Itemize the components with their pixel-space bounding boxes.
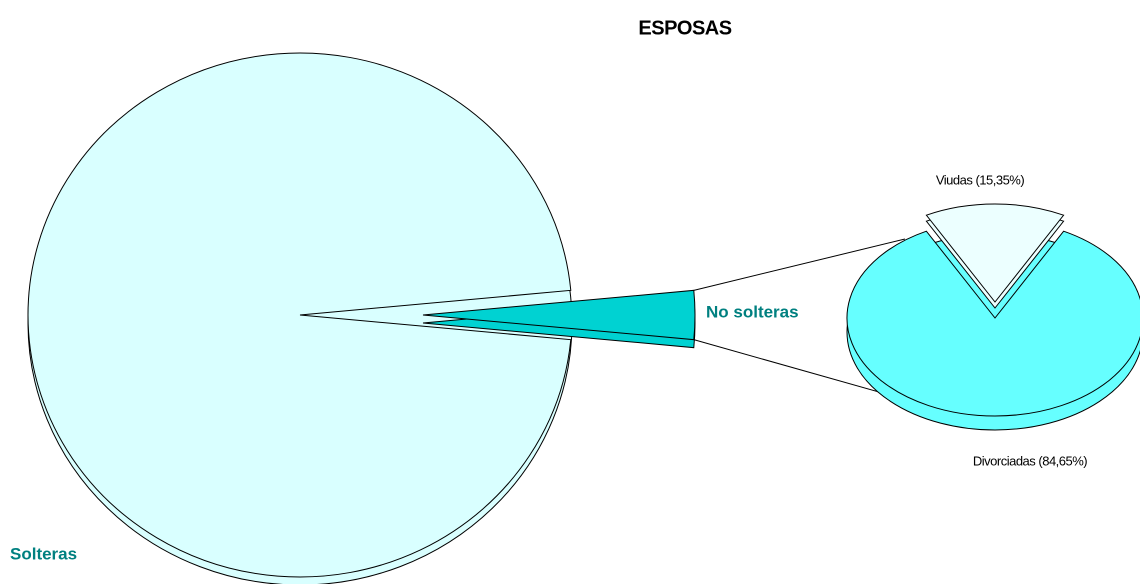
slice-label: Viudas (15,35%)	[936, 172, 1025, 187]
slice-label: No solteras	[706, 302, 799, 321]
pie-slice	[27, 52, 572, 578]
pie-slice	[925, 203, 1065, 303]
pie-slice	[846, 230, 1140, 417]
slice-label: Divorciadas (84,65%)	[973, 453, 1087, 468]
pie-slice	[422, 289, 696, 341]
chart-title: ESPOSAS	[638, 17, 731, 39]
slice-label: Solteras	[10, 544, 77, 563]
connector	[693, 238, 906, 291]
